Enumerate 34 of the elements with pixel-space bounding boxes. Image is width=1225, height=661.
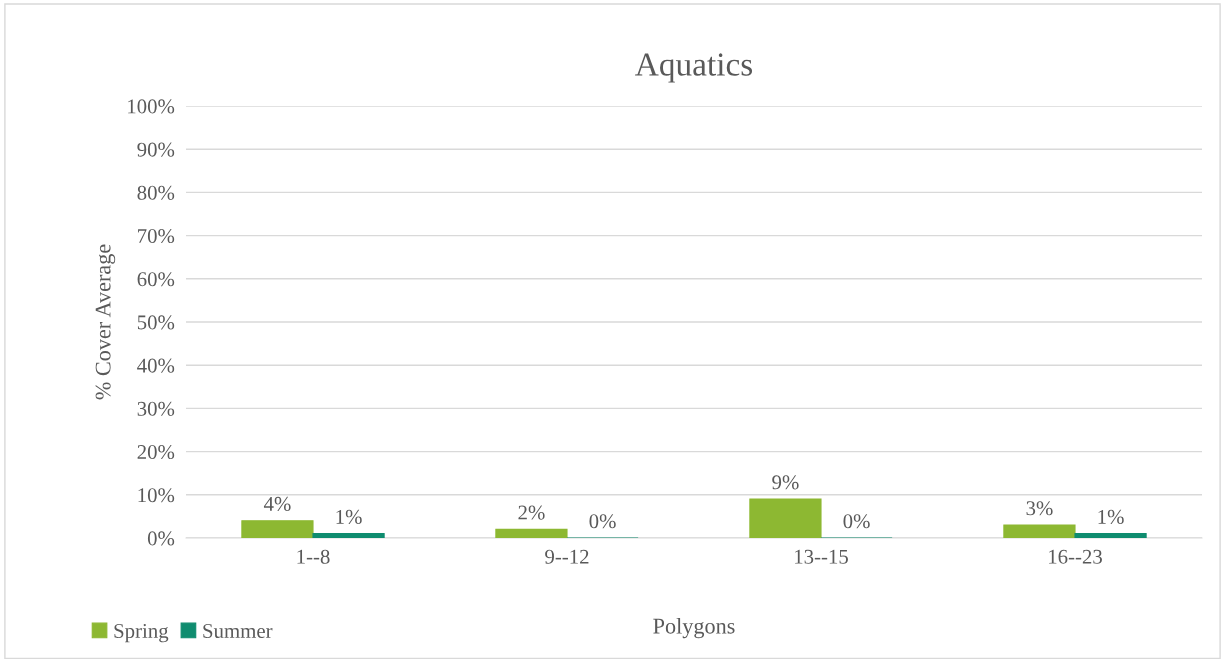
x-tick-label: 13--15 [795, 549, 848, 564]
y-tick-label: 20% [137, 444, 175, 460]
y-tick-label: 50% [137, 315, 175, 330]
legend-label: Spring [114, 623, 169, 643]
y-tick-label: 0% [147, 531, 175, 546]
y-tick-label: 70% [138, 228, 175, 244]
y-tick-label: 10% [138, 488, 175, 503]
x-tick-label: 16--23 [1049, 549, 1102, 564]
data-label: 0% [589, 514, 616, 529]
y-tick-label: 60% [137, 272, 175, 287]
data-label: 1% [1098, 509, 1124, 524]
bar [241, 520, 314, 538]
y-tick-label: 80% [137, 185, 175, 200]
y-tick-label: 30% [137, 401, 175, 416]
data-label: 3% [1026, 501, 1053, 516]
y-axis-title: % Cover Average [95, 244, 116, 400]
data-label: 2% [518, 505, 545, 520]
y-tick-label: 100% [128, 99, 175, 114]
y-tick-label: 90% [137, 142, 175, 157]
x-axis-title: Polygons [653, 618, 735, 639]
bar [312, 533, 385, 538]
legend-label: Summer [203, 623, 273, 638]
y-tick-label: 40% [137, 358, 175, 373]
chart-title: Aquatics [635, 53, 753, 83]
bar [1074, 533, 1147, 538]
data-label: 0% [843, 514, 870, 529]
bar [749, 498, 822, 538]
data-label: 9% [772, 475, 799, 490]
bar [495, 528, 568, 538]
bar [1003, 524, 1076, 538]
data-label: 4% [263, 496, 291, 511]
x-tick-label: 9--12 [545, 549, 589, 564]
data-label: 1% [336, 509, 362, 524]
x-tick-label: 1--8 [297, 549, 330, 564]
